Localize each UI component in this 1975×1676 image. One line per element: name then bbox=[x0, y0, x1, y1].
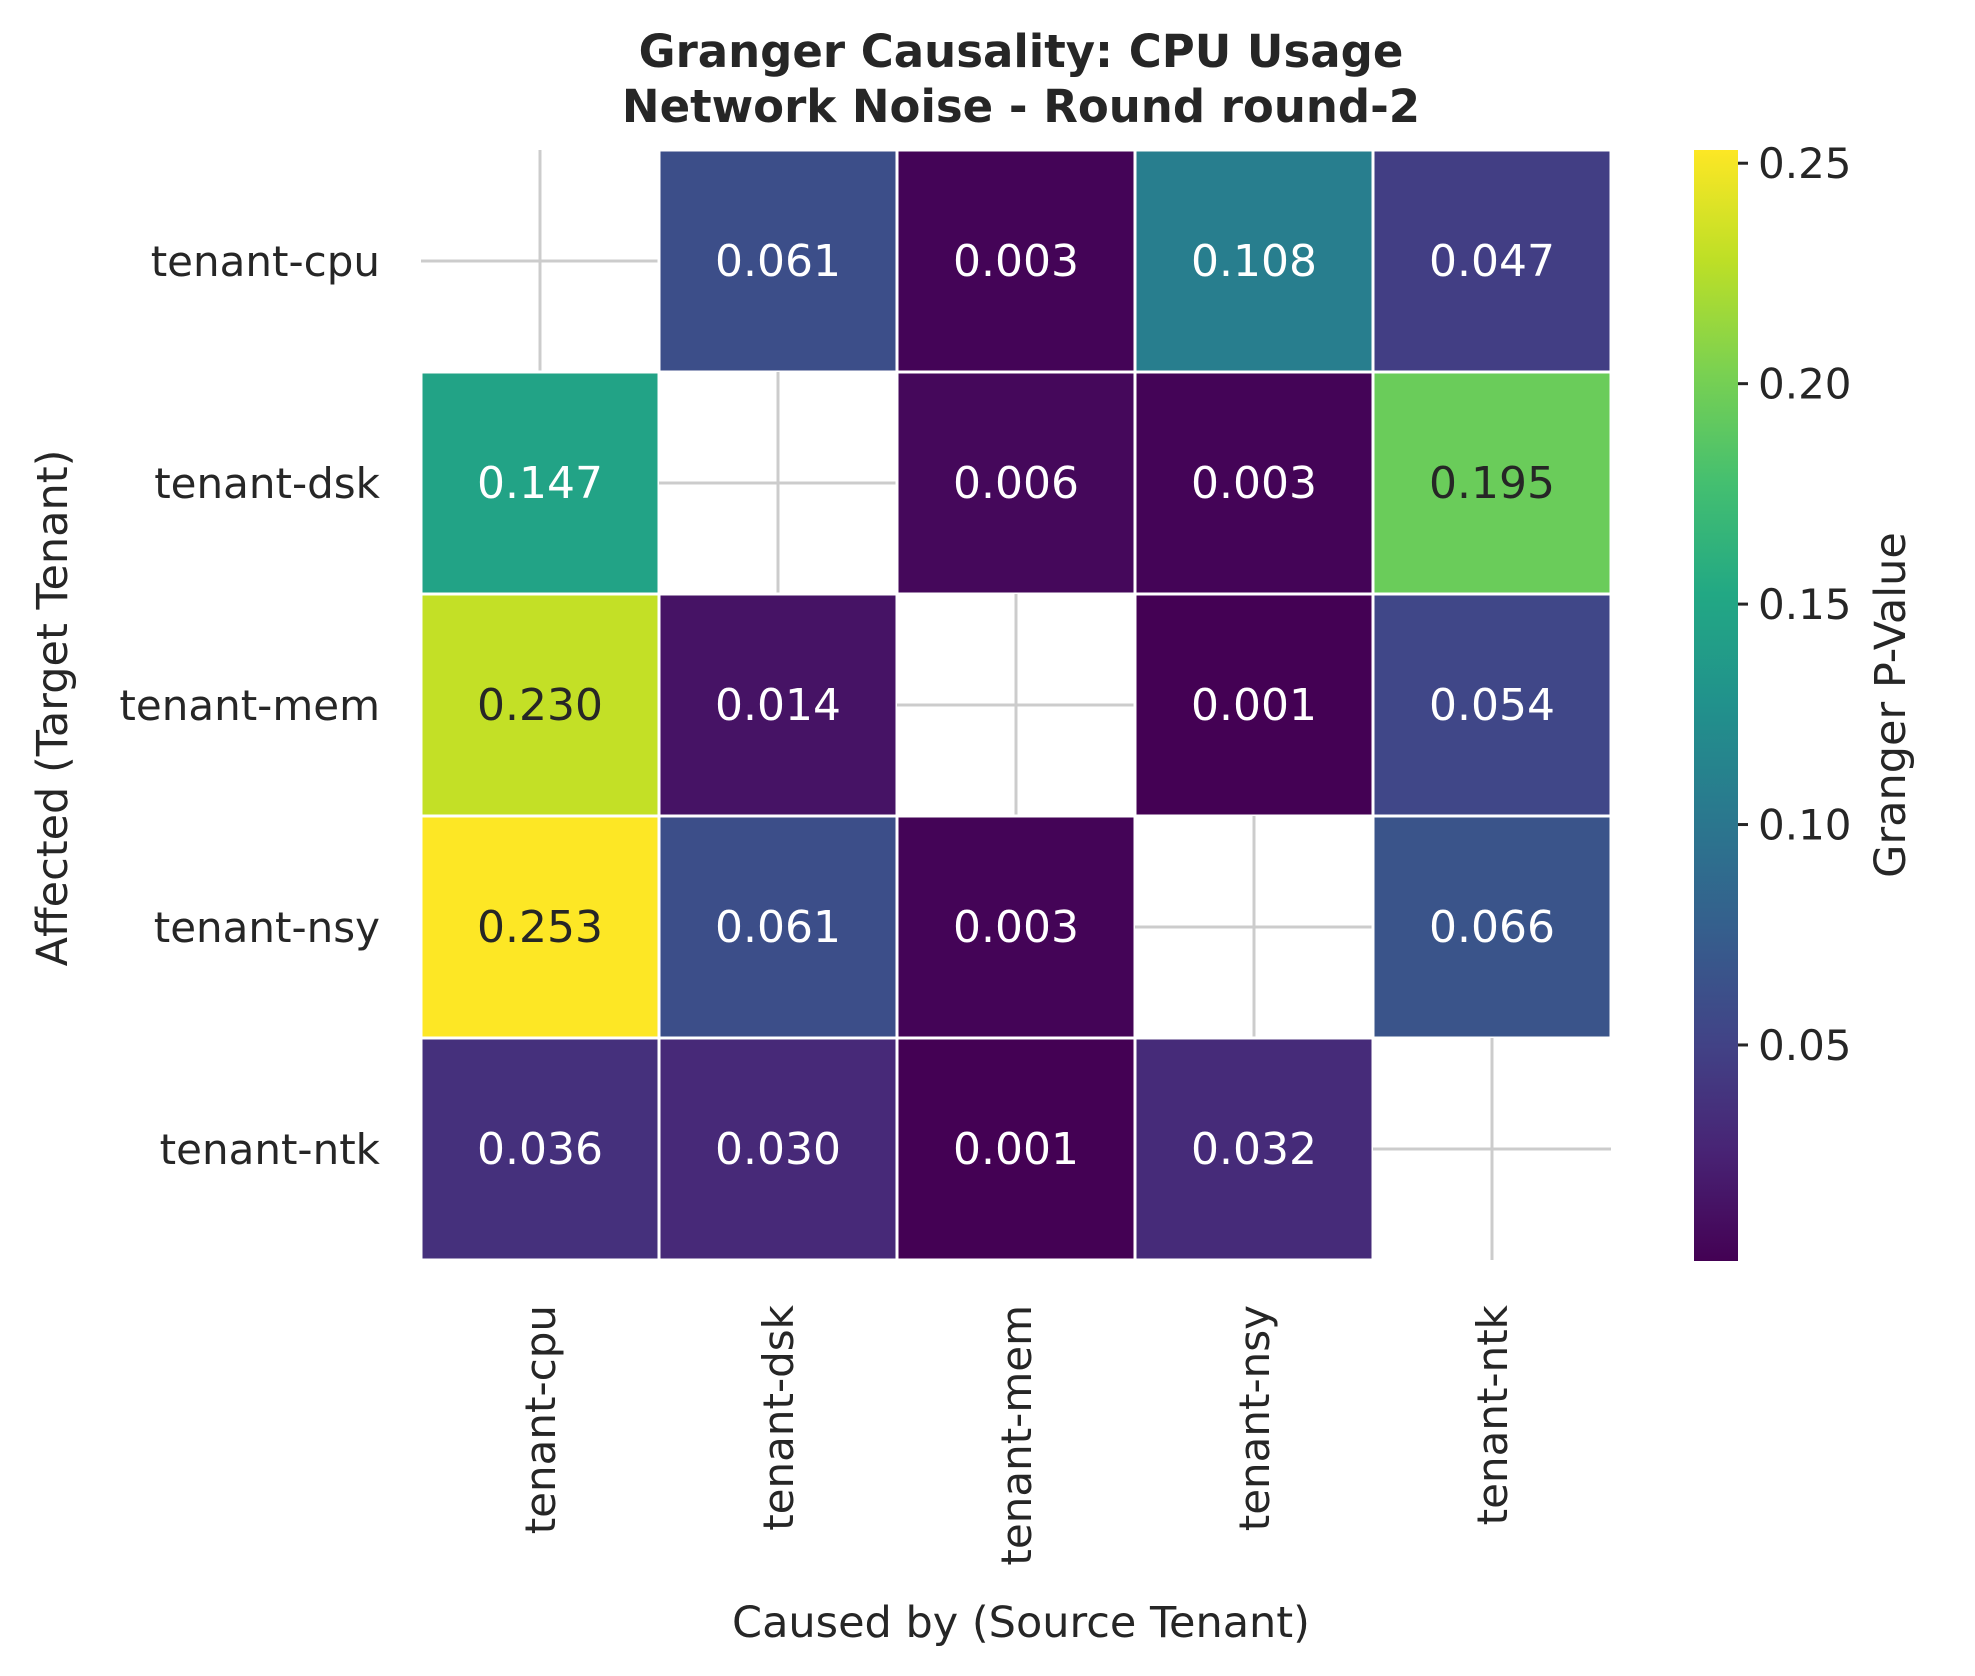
missing-cell-marker bbox=[897, 594, 1135, 816]
heatmap-cell bbox=[419, 814, 661, 1040]
cell-value-label: 0.014 bbox=[715, 680, 841, 731]
heatmap-cell bbox=[895, 148, 1137, 374]
colorbar-tick-label: 0.05 bbox=[1758, 1021, 1852, 1070]
cell-value-label: 0.061 bbox=[715, 236, 841, 287]
cell-value-label: 0.032 bbox=[1191, 1124, 1317, 1175]
heatmap-cell bbox=[1371, 370, 1613, 596]
heatmap-cell bbox=[1133, 1036, 1375, 1262]
heatmap-cell bbox=[1371, 814, 1613, 1040]
cell-value-label: 0.047 bbox=[1429, 236, 1555, 287]
heatmap-cell bbox=[1371, 148, 1613, 374]
missing-cell-marker bbox=[659, 372, 897, 594]
colorbar bbox=[1694, 150, 1738, 1261]
x-tick-label: tenant-dsk bbox=[754, 1304, 803, 1530]
cell-value-label: 0.195 bbox=[1429, 458, 1555, 509]
cell-value-label: 0.230 bbox=[477, 680, 603, 731]
cell-value-label: 0.003 bbox=[1191, 458, 1317, 509]
cell-value-label: 0.054 bbox=[1429, 680, 1555, 731]
y-tick-label: tenant-dsk bbox=[154, 459, 380, 508]
x-tick-labels: tenant-cpu tenant-dsk tenant-mem tenant-nsy… bbox=[516, 1304, 1517, 1565]
heatmap-cell bbox=[895, 370, 1137, 596]
heatmap-cell bbox=[419, 592, 661, 818]
y-tick-labels: tenant-cpu tenant-dsk tenant-mem tenant-nsy… bbox=[119, 237, 380, 1174]
cell-value-label: 0.030 bbox=[715, 1124, 841, 1175]
y-tick-label: tenant-mem bbox=[119, 681, 380, 730]
missing-cell-marker bbox=[421, 150, 659, 372]
colorbar-ticks: 0.05 0.10 0.15 0.20 0.25 bbox=[1738, 139, 1852, 1070]
cell-value-label: 0.061 bbox=[715, 902, 841, 953]
cell-value-label: 0.066 bbox=[1429, 902, 1555, 953]
x-tick-label: tenant-mem bbox=[992, 1305, 1041, 1566]
y-tick-label: tenant-nsy bbox=[154, 903, 380, 952]
y-tick-label: tenant-cpu bbox=[151, 237, 380, 286]
cell-value-label: 0.147 bbox=[477, 458, 603, 509]
y-axis-label: Affected (Target Tenant) bbox=[28, 450, 78, 967]
heatmap-cell bbox=[1133, 148, 1375, 374]
cell-value-label: 0.001 bbox=[1191, 680, 1317, 731]
heatmap-cell bbox=[657, 148, 899, 374]
colorbar-tick-label: 0.25 bbox=[1758, 139, 1852, 188]
heatmap-cell bbox=[657, 592, 899, 818]
cell-value-label: 0.003 bbox=[953, 902, 1079, 953]
chart-title-line-2: Network Noise - Round round-2 bbox=[622, 80, 1420, 133]
x-tick-label: tenant-cpu bbox=[516, 1305, 565, 1534]
x-axis-label: Caused by (Source Tenant) bbox=[732, 1598, 1310, 1648]
y-tick-label: tenant-ntk bbox=[160, 1125, 381, 1174]
heatmap-cell bbox=[895, 1036, 1137, 1262]
heatmap-cell bbox=[657, 814, 899, 1040]
cell-value-label: 0.108 bbox=[1191, 236, 1317, 287]
heatmap-cell bbox=[1133, 592, 1375, 818]
chart-title-line-1: Granger Causality: CPU Usage bbox=[639, 25, 1404, 78]
colorbar-tick-label: 0.20 bbox=[1758, 360, 1852, 409]
x-tick-label: tenant-ntk bbox=[1468, 1304, 1517, 1525]
colorbar-tick-label: 0.15 bbox=[1758, 580, 1852, 629]
missing-cell-marker bbox=[1135, 816, 1373, 1038]
missing-cell-marker bbox=[1373, 1038, 1611, 1260]
heatmap-cells: 0.061 0.003 0.108 0.047 0.147 0.006 0.003 0.195… bbox=[419, 148, 1613, 1262]
cell-value-label: 0.036 bbox=[477, 1124, 603, 1175]
x-tick-label: tenant-nsy bbox=[1230, 1305, 1279, 1531]
colorbar-tick-label: 0.10 bbox=[1758, 801, 1852, 850]
heatmap-cell bbox=[657, 1036, 899, 1262]
cell-value-label: 0.006 bbox=[953, 458, 1079, 509]
cell-value-label: 0.003 bbox=[953, 236, 1079, 287]
colorbar-label: Granger P-Value bbox=[1866, 532, 1916, 878]
cell-value-label: 0.253 bbox=[477, 902, 603, 953]
cell-value-label: 0.001 bbox=[953, 1124, 1079, 1175]
heatmap-cell bbox=[419, 1036, 661, 1262]
heatmap-cell bbox=[1371, 592, 1613, 818]
